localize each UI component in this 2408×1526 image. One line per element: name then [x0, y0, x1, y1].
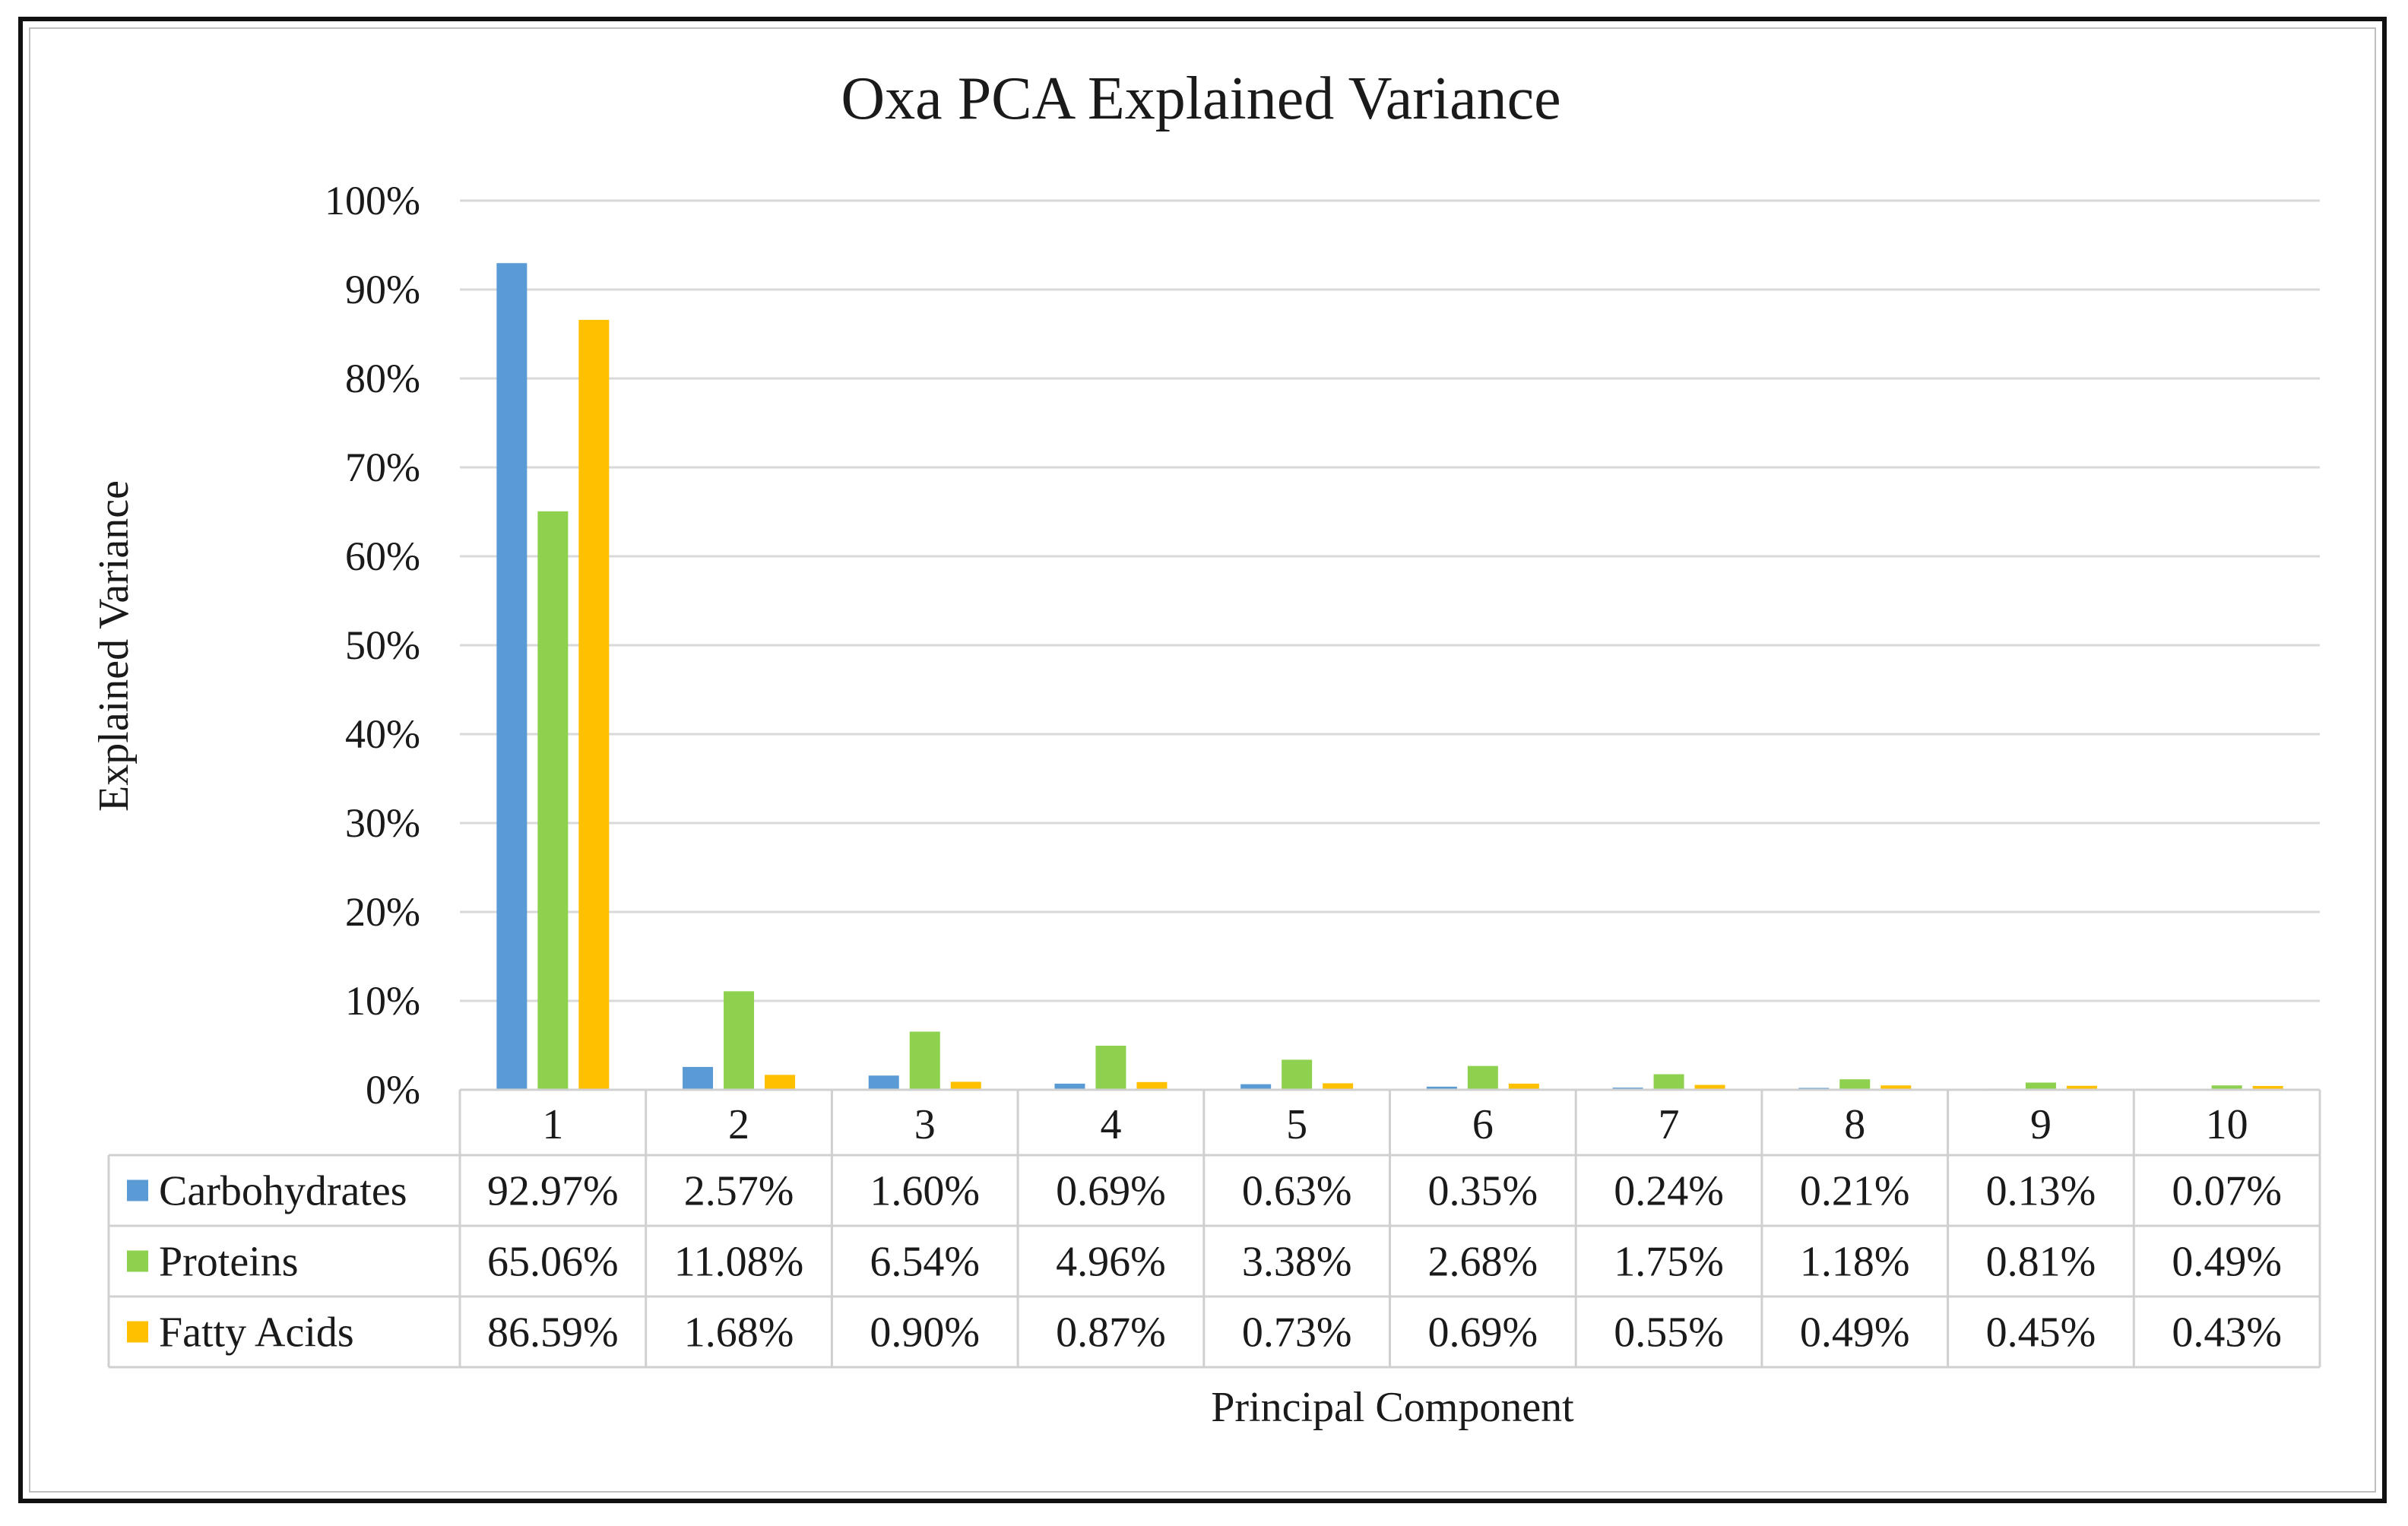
data-label: 11.08% [674, 1239, 804, 1286]
data-label: 0.21% [1800, 1168, 1910, 1215]
bar-carbohydrates-pc2 [683, 1066, 714, 1090]
bar-fatty-acids-pc3 [950, 1081, 981, 1090]
data-label: 2.68% [1428, 1239, 1538, 1286]
legend-key-proteins [127, 1250, 148, 1272]
bar-fatty-acids-pc4 [1136, 1081, 1168, 1090]
legend-key-carbohydrates [127, 1179, 148, 1201]
bar-fatty-acids-pc6 [1508, 1083, 1539, 1090]
data-label: 0.55% [1614, 1309, 1724, 1357]
legend-entry: Carbohydrates [159, 1168, 407, 1215]
figure-inner-border [29, 27, 2376, 1493]
data-label: 0.49% [2172, 1239, 2282, 1286]
x-axis-label: Principal Component [1211, 1384, 1574, 1431]
bar-fatty-acids-pc2 [765, 1075, 796, 1090]
y-tick-label: 50% [345, 622, 420, 668]
y-axis-label: Explained Variance [90, 480, 138, 812]
data-label: 0.35% [1428, 1168, 1538, 1215]
x-tick-label: 7 [1659, 1101, 1680, 1148]
figure-frame [18, 17, 2387, 1503]
bar-fatty-acids-pc5 [1323, 1083, 1354, 1090]
x-tick-label: 9 [2030, 1101, 2052, 1148]
data-label: 0.13% [1986, 1168, 2096, 1215]
y-tick-label: 40% [345, 711, 420, 757]
y-tick-label: 90% [345, 267, 420, 312]
bar-proteins-pc4 [1095, 1045, 1126, 1090]
data-label: 0.07% [2172, 1168, 2282, 1215]
bar-proteins-pc10 [2211, 1085, 2242, 1090]
bar-carbohydrates-pc5 [1240, 1084, 1272, 1090]
data-label: 0.24% [1614, 1168, 1724, 1215]
x-tick-label: 2 [728, 1101, 749, 1148]
legend-entry: Proteins [159, 1239, 299, 1286]
y-tick-label: 0% [366, 1067, 420, 1113]
bar-proteins-pc6 [1467, 1065, 1498, 1090]
y-tick-label: 70% [345, 445, 420, 490]
bar-carbohydrates-pc6 [1426, 1086, 1457, 1090]
legend-entry: Fatty Acids [159, 1309, 354, 1357]
x-tick-label: 8 [1844, 1101, 1865, 1148]
data-label: 0.49% [1800, 1309, 1910, 1357]
bar-proteins-pc9 [2025, 1082, 2056, 1090]
bar-proteins-pc1 [537, 511, 569, 1090]
data-label: 1.75% [1614, 1239, 1724, 1286]
y-tick-label: 80% [345, 356, 420, 401]
data-label: 0.69% [1056, 1168, 1166, 1215]
data-label: 0.90% [870, 1309, 980, 1357]
y-tick-label: 30% [345, 800, 420, 846]
bar-carbohydrates-pc3 [868, 1075, 899, 1090]
data-label: 1.68% [684, 1309, 794, 1357]
x-tick-label: 3 [914, 1101, 936, 1148]
y-tick-label: 20% [345, 889, 420, 935]
x-tick-label: 10 [2206, 1101, 2248, 1148]
data-label: 3.38% [1242, 1239, 1352, 1286]
bar-fatty-acids-pc9 [2066, 1085, 2097, 1090]
data-label: 65.06% [487, 1239, 619, 1286]
legend-key-fatty-acids [127, 1321, 148, 1343]
bar-fatty-acids-pc10 [2252, 1085, 2283, 1090]
bar-fatty-acids-pc7 [1694, 1084, 1725, 1090]
bar-proteins-pc3 [909, 1031, 940, 1090]
y-tick-label: 60% [345, 533, 420, 579]
data-label: 0.81% [1986, 1239, 2096, 1286]
data-label: 4.96% [1056, 1239, 1166, 1286]
x-tick-label: 5 [1286, 1101, 1307, 1148]
data-label: 0.63% [1242, 1168, 1352, 1215]
bar-carbohydrates-pc4 [1054, 1083, 1085, 1090]
x-tick-label: 4 [1100, 1101, 1121, 1148]
data-label: 1.60% [870, 1168, 980, 1215]
data-label: 0.87% [1056, 1309, 1166, 1357]
x-tick-label: 1 [542, 1101, 563, 1148]
data-label: 2.57% [684, 1168, 794, 1215]
data-label: 0.69% [1428, 1309, 1538, 1357]
bar-fatty-acids-pc8 [1880, 1085, 1912, 1090]
bar-proteins-pc8 [1839, 1079, 1871, 1090]
y-tick-label: 100% [325, 178, 420, 223]
bar-proteins-pc2 [724, 991, 755, 1090]
data-label: 92.97% [487, 1168, 619, 1215]
data-label: 86.59% [487, 1309, 619, 1357]
data-label: 0.73% [1242, 1309, 1352, 1357]
bar-carbohydrates-pc1 [496, 263, 528, 1091]
y-tick-label: 10% [345, 978, 420, 1024]
data-label: 1.18% [1800, 1239, 1910, 1286]
data-label: 0.43% [2172, 1309, 2282, 1357]
x-tick-label: 6 [1472, 1101, 1494, 1148]
bar-proteins-pc7 [1653, 1074, 1684, 1090]
data-label: 0.45% [1986, 1309, 2096, 1357]
bar-proteins-pc5 [1282, 1059, 1313, 1090]
data-label: 6.54% [870, 1239, 980, 1286]
chart-title: Oxa PCA Explained Variance [841, 65, 1560, 132]
bar-fatty-acids-pc1 [578, 319, 610, 1091]
